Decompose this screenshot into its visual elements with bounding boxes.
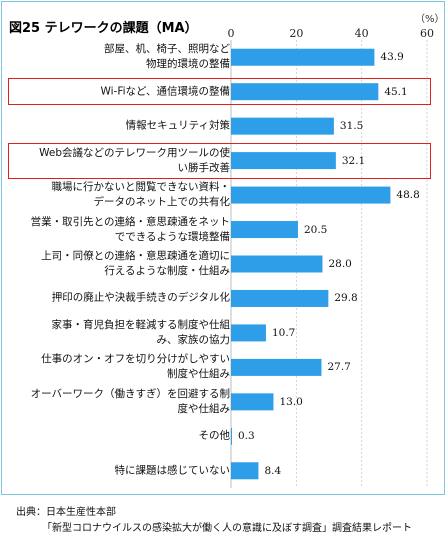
value-label: 0.3 <box>237 430 255 443</box>
bar <box>231 358 322 376</box>
bar <box>231 48 375 66</box>
bar <box>231 393 274 411</box>
value-label: 29.8 <box>334 292 358 305</box>
bar <box>231 221 298 239</box>
category-label: Wi-Fiなど、通信環境の整備 <box>100 85 230 98</box>
category-label: 上司・同僚との連絡・意思疎通を適切に 行えるような制度・仕組み <box>41 250 230 277</box>
value-label: 28.0 <box>328 258 352 270</box>
bar <box>231 289 329 307</box>
bar <box>231 186 391 204</box>
chart-title: 図25 テレワークの課題（MA） <box>9 21 198 36</box>
category-label: 職場に行かないと閲覧できない資料・ データのネット上での共有化 <box>51 181 231 209</box>
category-label: 押印の廃止や決裁手続きのデジタル化 <box>51 291 230 304</box>
highlight-box <box>8 142 431 179</box>
value-label: 31.5 <box>339 120 364 133</box>
category-label: 仕事のオン・オフを切り分けがしやすい 制度や仕組み <box>41 353 230 381</box>
category-label: Web会議などのテレワーク用ツールの使 い勝手改善 <box>39 146 230 174</box>
category-label: オーバーワーク（働きすぎ）を回避する制 度や仕組み <box>30 387 230 415</box>
category-label: 情報セキュリティ対策 <box>125 119 230 132</box>
value-label: 48.8 <box>396 189 420 202</box>
value-label: 32.1 <box>341 154 366 167</box>
source-line-1: 出典：日本生産性本部 <box>16 507 116 518</box>
value-label: 45.1 <box>384 85 408 98</box>
category-label: 部屋、机、椅子、照明など 物理的環境の整備 <box>104 43 230 71</box>
category-label: 特に課題は感じていない <box>114 464 231 477</box>
highlight-box <box>8 78 431 106</box>
x-tick-label: 60 <box>420 27 434 40</box>
bar <box>231 83 379 101</box>
value-label: 20.5 <box>303 223 328 236</box>
value-label: 13.0 <box>279 395 303 408</box>
value-label: 10.7 <box>271 326 296 339</box>
bar <box>231 427 232 445</box>
category-label: その他 <box>198 429 231 442</box>
unit-label: （%） <box>415 14 445 25</box>
value-label: 43.9 <box>380 51 404 64</box>
category-label: 家事・育児負担を軽減する制度や仕組 み、家族の協力 <box>51 318 231 346</box>
x-tick-label: 20 <box>289 27 304 40</box>
bar <box>231 324 266 342</box>
x-tick-label: 40 <box>354 27 369 40</box>
value-label: 8.4 <box>264 464 282 477</box>
source-line-2: 「新型コロナウイルスの感染拡大が働く人の意識に及ぼす調査」調査結果レポート <box>42 523 412 534</box>
value-label: 27.7 <box>327 361 351 374</box>
bar <box>231 117 334 135</box>
bar <box>231 255 323 273</box>
category-label: 営業・取引先との連絡・意思疎通をネット でできるような環境整備 <box>30 215 230 243</box>
x-tick-label: 0 <box>227 27 235 40</box>
bar <box>231 462 259 480</box>
source-note: 出典：日本生産性本部 「新型コロナウイルスの感染拡大が働く人の意識に及ぼす調査」… <box>16 505 412 537</box>
bar <box>231 152 336 170</box>
